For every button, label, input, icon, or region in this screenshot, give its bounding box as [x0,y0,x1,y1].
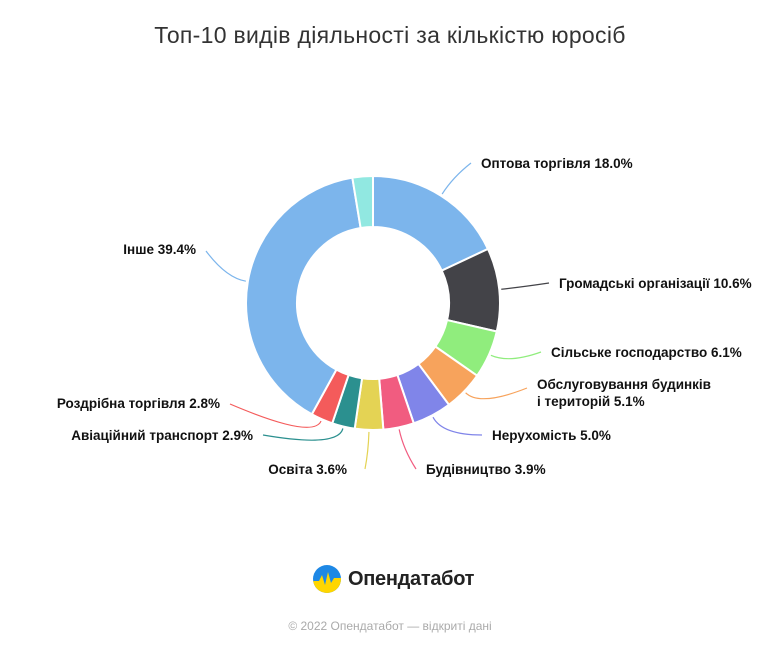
data-label-7: Авіаційний транспорт 2.9% [71,428,253,443]
connector-7 [262,428,344,441]
connector-2 [490,351,542,360]
chart-title: Топ-10 видів діяльності за кількістю юро… [154,22,626,48]
connector-6 [364,431,370,470]
labels-layer: Оптова торгівля 18.0% Громадські організа… [57,156,752,477]
donut-chart: Оптова торгівля 18.0% Громадські організа… [57,156,752,477]
connector-0 [441,162,472,195]
connector-8 [229,403,322,428]
data-label-9: Інше 39.4% [123,242,196,257]
slice-10 [351,174,374,230]
connector-5 [398,429,417,470]
footer-copyright: © 2022 Опендатабот — відкриті дані [288,619,492,633]
connector-1 [501,282,550,290]
data-label-4: Нерухомість 5.0% [492,428,611,443]
slices-layer [245,174,501,431]
data-label-6: Освіта 3.6% [268,462,347,477]
data-label-2: Сільське господарство 6.1% [551,345,742,360]
data-label-1: Громадські організації 10.6% [559,276,752,291]
slice-9 [245,176,362,416]
connector-4 [432,416,483,436]
connectors-layer [205,162,550,470]
opendatabot-logo: Опендатабот [312,564,474,594]
connector-9 [205,250,246,282]
data-label-5: Будівництво 3.9% [426,462,546,477]
connector-3 [465,387,528,400]
opendatabot-logo-icon [313,565,341,593]
data-label-8: Роздрібна торгівля 2.8% [57,396,220,411]
logo-text: Опендатабот [348,567,475,590]
data-label-3: Обслуговування будинків і територій 5.1% [537,377,711,409]
data-label-0: Оптова торгівля 18.0% [481,156,633,171]
